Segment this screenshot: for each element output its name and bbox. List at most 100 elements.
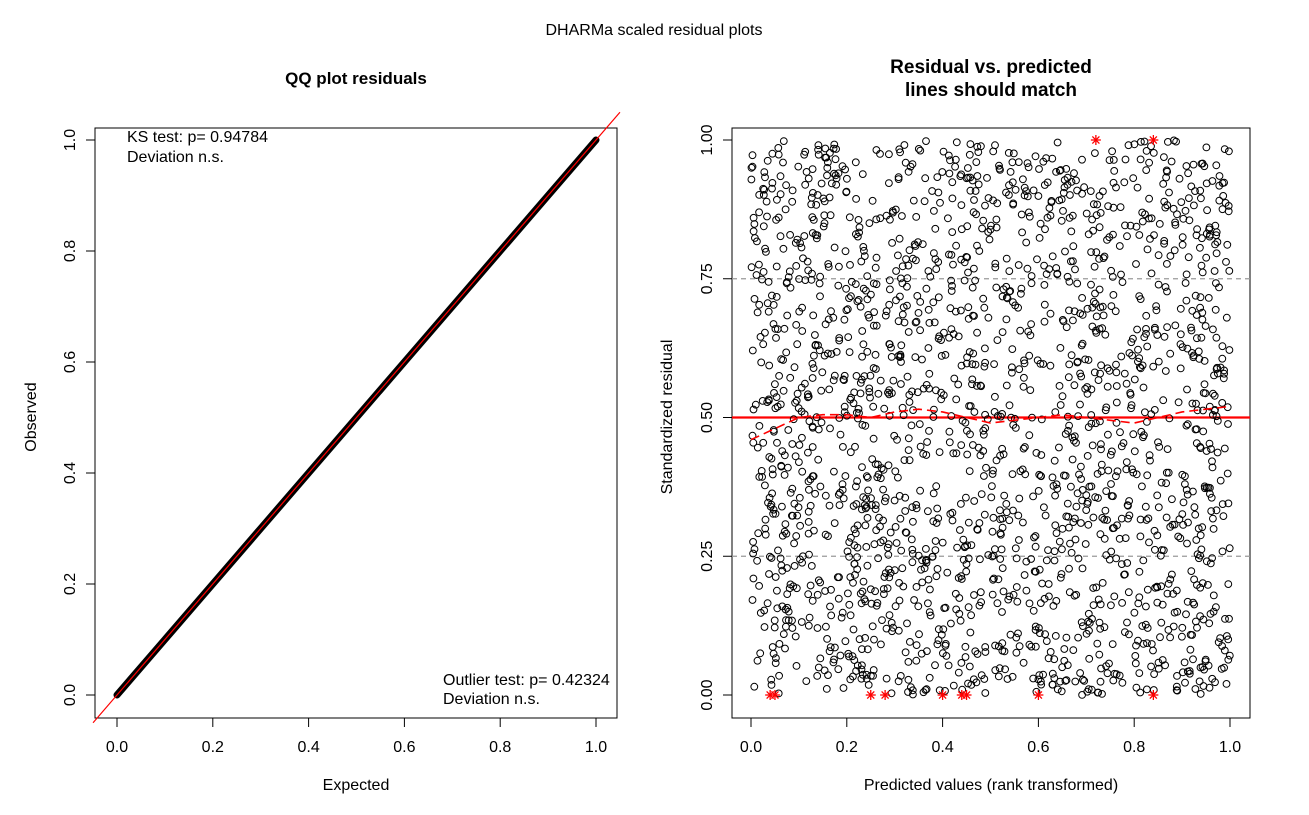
residual-point xyxy=(1139,383,1148,392)
residual-point xyxy=(1189,353,1198,362)
residual-point xyxy=(858,327,867,335)
residual-point xyxy=(1051,491,1059,500)
residual-point xyxy=(922,558,931,567)
residual-point xyxy=(1036,472,1045,480)
residual-point xyxy=(1058,545,1066,554)
residual-point xyxy=(863,347,872,356)
residual-point xyxy=(984,551,993,559)
residual-point xyxy=(1210,267,1219,275)
residual-point xyxy=(773,604,782,613)
residual-point xyxy=(874,389,883,398)
residual-point xyxy=(938,168,947,176)
residual-point xyxy=(1179,214,1188,223)
residual-point xyxy=(760,623,769,631)
residual-point xyxy=(1210,391,1219,400)
residual-point xyxy=(1136,515,1145,524)
residual-point xyxy=(1168,495,1176,504)
residual-point xyxy=(940,604,949,612)
residual-point xyxy=(908,160,917,169)
residual-point xyxy=(1091,289,1099,298)
residual-point xyxy=(796,239,804,248)
residual-point xyxy=(872,526,881,535)
residual-point xyxy=(766,552,774,561)
residual-point xyxy=(1152,306,1161,315)
residual-point xyxy=(983,174,991,182)
residual-point xyxy=(1036,359,1045,368)
residual-point xyxy=(1059,207,1067,215)
residual-point xyxy=(973,650,982,658)
residual-point xyxy=(890,431,899,440)
residual-point xyxy=(892,267,900,275)
residual-point xyxy=(759,268,768,276)
residual-point xyxy=(949,449,958,458)
residual-point xyxy=(1026,331,1035,340)
residual-point xyxy=(989,466,997,475)
residual-point xyxy=(1104,202,1112,211)
residual-point xyxy=(1196,243,1204,252)
residual-point xyxy=(773,402,782,411)
residual-point xyxy=(791,398,799,407)
residual-point xyxy=(1122,379,1131,388)
residual-point xyxy=(863,561,872,570)
residual-point xyxy=(966,173,975,182)
residual-point xyxy=(804,621,813,630)
residual-point xyxy=(1138,208,1147,217)
residual-point xyxy=(971,276,979,285)
residual-point xyxy=(1083,304,1092,313)
residual-point xyxy=(749,574,758,583)
residual-point xyxy=(815,346,824,355)
residual-point xyxy=(764,307,773,316)
residual-point xyxy=(879,585,888,593)
residual-point xyxy=(1070,169,1078,178)
residual-point xyxy=(1059,317,1068,326)
residual-point xyxy=(1124,514,1132,523)
residual-point xyxy=(885,611,894,619)
residual-point xyxy=(816,578,825,587)
residual-point xyxy=(1019,175,1027,184)
residual-point xyxy=(1205,619,1214,628)
residual-point xyxy=(1078,189,1086,198)
residual-point xyxy=(808,596,817,605)
residual-point xyxy=(782,529,791,538)
residual-point xyxy=(856,379,865,387)
residual-point xyxy=(991,545,999,554)
residual-point xyxy=(910,596,918,604)
residual-point xyxy=(1145,214,1153,223)
residual-point xyxy=(1065,588,1074,597)
residual-point xyxy=(968,360,977,369)
residual-point xyxy=(1150,231,1158,240)
residual-point xyxy=(779,244,788,253)
residual-point xyxy=(954,332,963,341)
residual-point xyxy=(774,546,782,555)
residual-point xyxy=(916,442,925,451)
residual-point xyxy=(1159,396,1168,405)
residual-point xyxy=(1173,672,1181,680)
residual-point xyxy=(914,309,923,317)
residual-point xyxy=(872,146,881,154)
residual-point xyxy=(827,179,836,188)
residual-point xyxy=(1017,289,1025,298)
residual-point xyxy=(1130,608,1139,617)
residual-point xyxy=(1142,516,1151,524)
residual-point xyxy=(904,446,913,455)
residual-point xyxy=(1134,345,1142,354)
residual-point xyxy=(862,495,870,503)
residual-point xyxy=(840,402,849,411)
residual-point xyxy=(1041,511,1050,520)
residual-point xyxy=(1106,451,1115,459)
residual-point xyxy=(775,671,783,680)
residual-point xyxy=(1196,531,1205,540)
residual-point xyxy=(912,656,921,665)
residual-point xyxy=(1163,589,1172,598)
residual-point xyxy=(1081,355,1090,364)
residual-point xyxy=(1008,368,1016,377)
residual-point xyxy=(1012,554,1021,563)
residual-point xyxy=(968,283,977,292)
residual-point xyxy=(776,232,785,241)
residual-point xyxy=(1142,325,1150,333)
residual-point xyxy=(1044,546,1052,554)
residual-point xyxy=(961,653,970,661)
residual-point xyxy=(768,643,777,651)
residual-point xyxy=(1166,252,1175,260)
